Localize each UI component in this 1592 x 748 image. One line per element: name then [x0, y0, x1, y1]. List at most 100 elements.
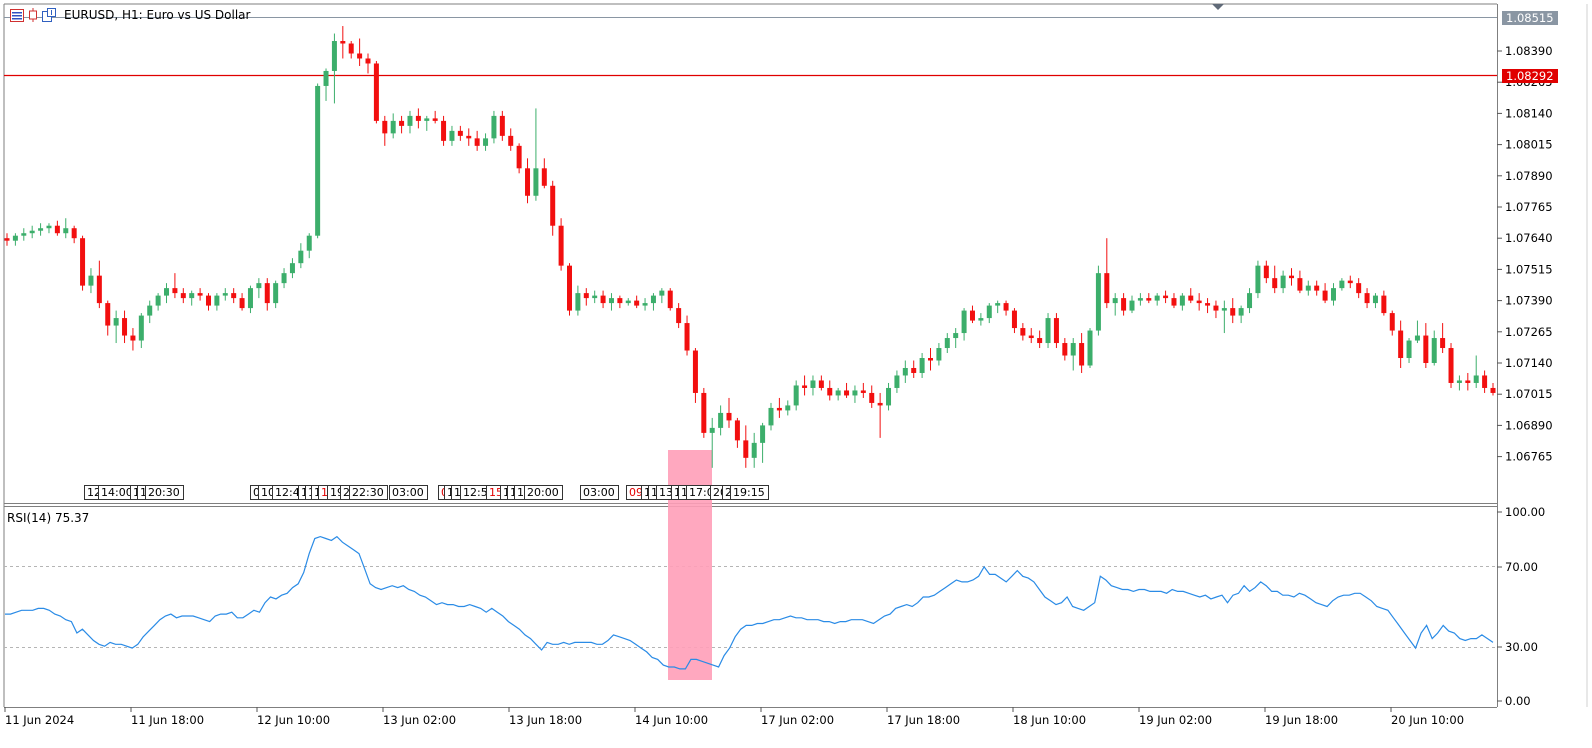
candle-body — [205, 295, 211, 306]
candle-body — [785, 405, 791, 411]
time-tick-label: 13 Jun 02:00 — [383, 713, 456, 727]
candle-body — [1414, 335, 1420, 341]
candle-body — [306, 235, 312, 251]
trade-label[interactable]: 20:30 — [145, 485, 184, 500]
candle-body — [315, 85, 321, 236]
candle-body — [357, 53, 363, 59]
candle-body — [189, 293, 195, 299]
candle-body — [122, 318, 128, 336]
candle-body — [625, 300, 631, 304]
candle-body — [281, 273, 287, 284]
candle-body — [499, 115, 505, 136]
candle-body — [961, 310, 967, 334]
time-tick-label: 18 Jun 10:00 — [1013, 713, 1086, 727]
candle-body — [533, 168, 539, 196]
chart-settings-icon[interactable] — [42, 8, 56, 22]
rsi-axis[interactable]: 100.00 70.00 30.00 0.00 — [1497, 505, 1545, 708]
time-axis[interactable]: 11 Jun 2024 11 Jun 18:00 12 Jun 10:00 13 Ju… — [4, 707, 1464, 727]
candle-body — [4, 238, 10, 241]
time-tick-label: 19 Jun 18:00 — [1265, 713, 1338, 727]
candle-body — [96, 275, 102, 304]
candle-body — [802, 385, 808, 388]
candle-body — [147, 305, 153, 316]
trade-label[interactable]: 14:00 — [98, 485, 137, 500]
candle-body — [1070, 343, 1076, 356]
price-tick-label: 1.07765 — [1505, 200, 1553, 214]
candle-body — [1137, 298, 1143, 301]
candle-body — [449, 130, 455, 141]
trade-label[interactable]: 03:00 — [580, 485, 619, 500]
candle-body — [1121, 298, 1127, 311]
candle-body — [1062, 343, 1068, 356]
price-tick-label: 1.07515 — [1505, 262, 1553, 276]
candle-body — [1263, 265, 1269, 279]
trade-label[interactable]: 22:30 — [349, 485, 388, 500]
price-tick-label: 1.07390 — [1505, 294, 1553, 308]
candle-body — [1356, 283, 1362, 294]
time-tick-label: 19 Jun 02:00 — [1139, 713, 1212, 727]
candle-body — [852, 390, 858, 396]
candle-body — [382, 120, 388, 134]
price-tick-label: 1.08140 — [1505, 106, 1553, 120]
candle-body — [869, 392, 875, 403]
candle-body — [1490, 387, 1496, 393]
candle-body — [684, 323, 690, 351]
candle-body — [180, 293, 186, 299]
rsi-indicator-title[interactable]: RSI(14) 75.37 — [7, 511, 90, 525]
candle-body — [709, 427, 715, 433]
candle-body — [365, 58, 371, 64]
candle-body — [818, 380, 824, 388]
candlestick-series — [4, 26, 1496, 468]
candle-body — [1440, 338, 1446, 349]
candle-body — [1011, 310, 1017, 329]
candle-body — [289, 263, 295, 274]
rsi-tick-label: 70.00 — [1505, 560, 1538, 574]
candle-body — [466, 135, 472, 139]
candle-body — [1238, 308, 1244, 316]
candle-body — [298, 250, 304, 264]
trade-label[interactable]: 03:00 — [389, 485, 428, 500]
candle-body — [1465, 380, 1471, 383]
chart-window-icon[interactable] — [10, 8, 24, 22]
candle-body — [1482, 375, 1488, 388]
candle-body — [902, 367, 908, 376]
time-tick-label: 20 Jun 10:00 — [1391, 713, 1464, 727]
trade-label[interactable]: 10 — [258, 485, 279, 500]
candle-body — [457, 130, 463, 136]
price-tick-label: 1.08390 — [1505, 44, 1553, 58]
candle-indicator-icon[interactable] — [28, 8, 38, 22]
candle-body — [1003, 303, 1009, 311]
candle-body — [1087, 330, 1093, 366]
candle-body — [1289, 275, 1295, 279]
price-axis[interactable]: 1.083901.082651.081401.080151.078901.077… — [1497, 44, 1553, 464]
candle-body — [1423, 335, 1429, 363]
candle-body — [1406, 340, 1412, 359]
trade-label[interactable]: 19:15 — [730, 485, 769, 500]
candle-body — [919, 358, 925, 373]
candle-body — [1347, 280, 1353, 284]
horizontal-line-price-label[interactable]: 1.08292 — [1502, 69, 1558, 83]
bid-price-label: 1.08515 — [1502, 11, 1558, 25]
candle-body — [978, 318, 984, 321]
candle-body — [474, 138, 480, 146]
candle-body — [827, 387, 833, 396]
candle-body — [1297, 278, 1303, 291]
candle-body — [1146, 298, 1152, 301]
candle-body — [718, 412, 724, 428]
candle-body — [21, 233, 27, 236]
candle-body — [222, 293, 228, 296]
time-tick-label: 14 Jun 10:00 — [635, 713, 708, 727]
candle-body — [1431, 338, 1437, 363]
candle-body — [793, 385, 799, 406]
candle-body — [1188, 295, 1194, 301]
candle-body — [1112, 298, 1118, 304]
trade-label[interactable]: 20:00 — [524, 485, 563, 500]
candle-body — [172, 288, 178, 294]
candle-body — [1213, 305, 1219, 311]
candle-body — [197, 293, 203, 296]
candle-body — [1473, 375, 1479, 383]
candle-body — [692, 350, 698, 393]
trade-label[interactable]: 17:0 — [686, 485, 718, 500]
